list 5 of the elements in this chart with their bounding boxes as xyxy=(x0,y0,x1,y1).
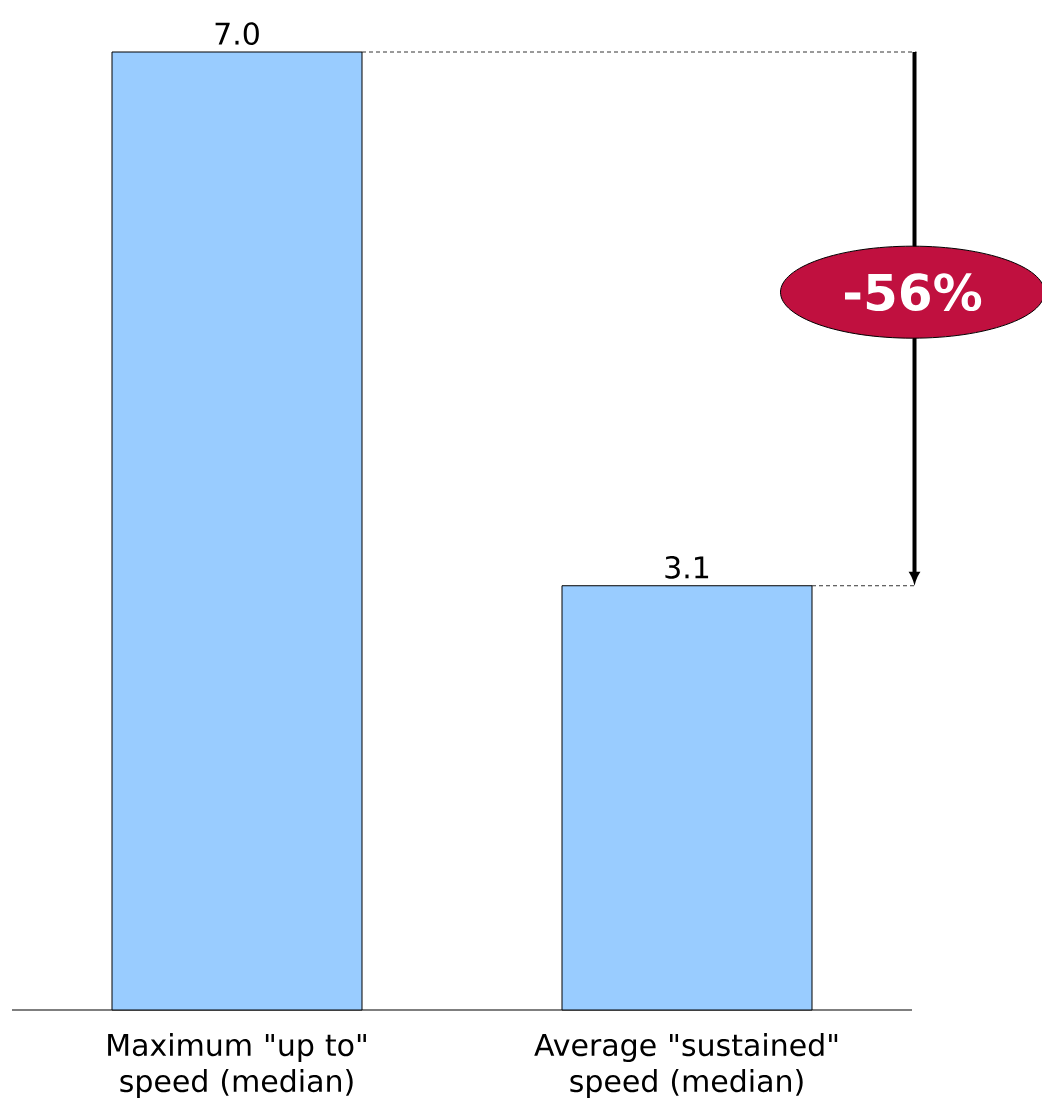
x-tick-label: Average "sustained" speed (median) xyxy=(534,1033,838,1099)
data-label: 3.1 xyxy=(665,556,709,579)
x-tick-label: Maximum "up to" speed (median) xyxy=(108,1033,366,1099)
data-label: 7.0 xyxy=(215,22,259,45)
annotation: -56% xyxy=(845,273,982,312)
